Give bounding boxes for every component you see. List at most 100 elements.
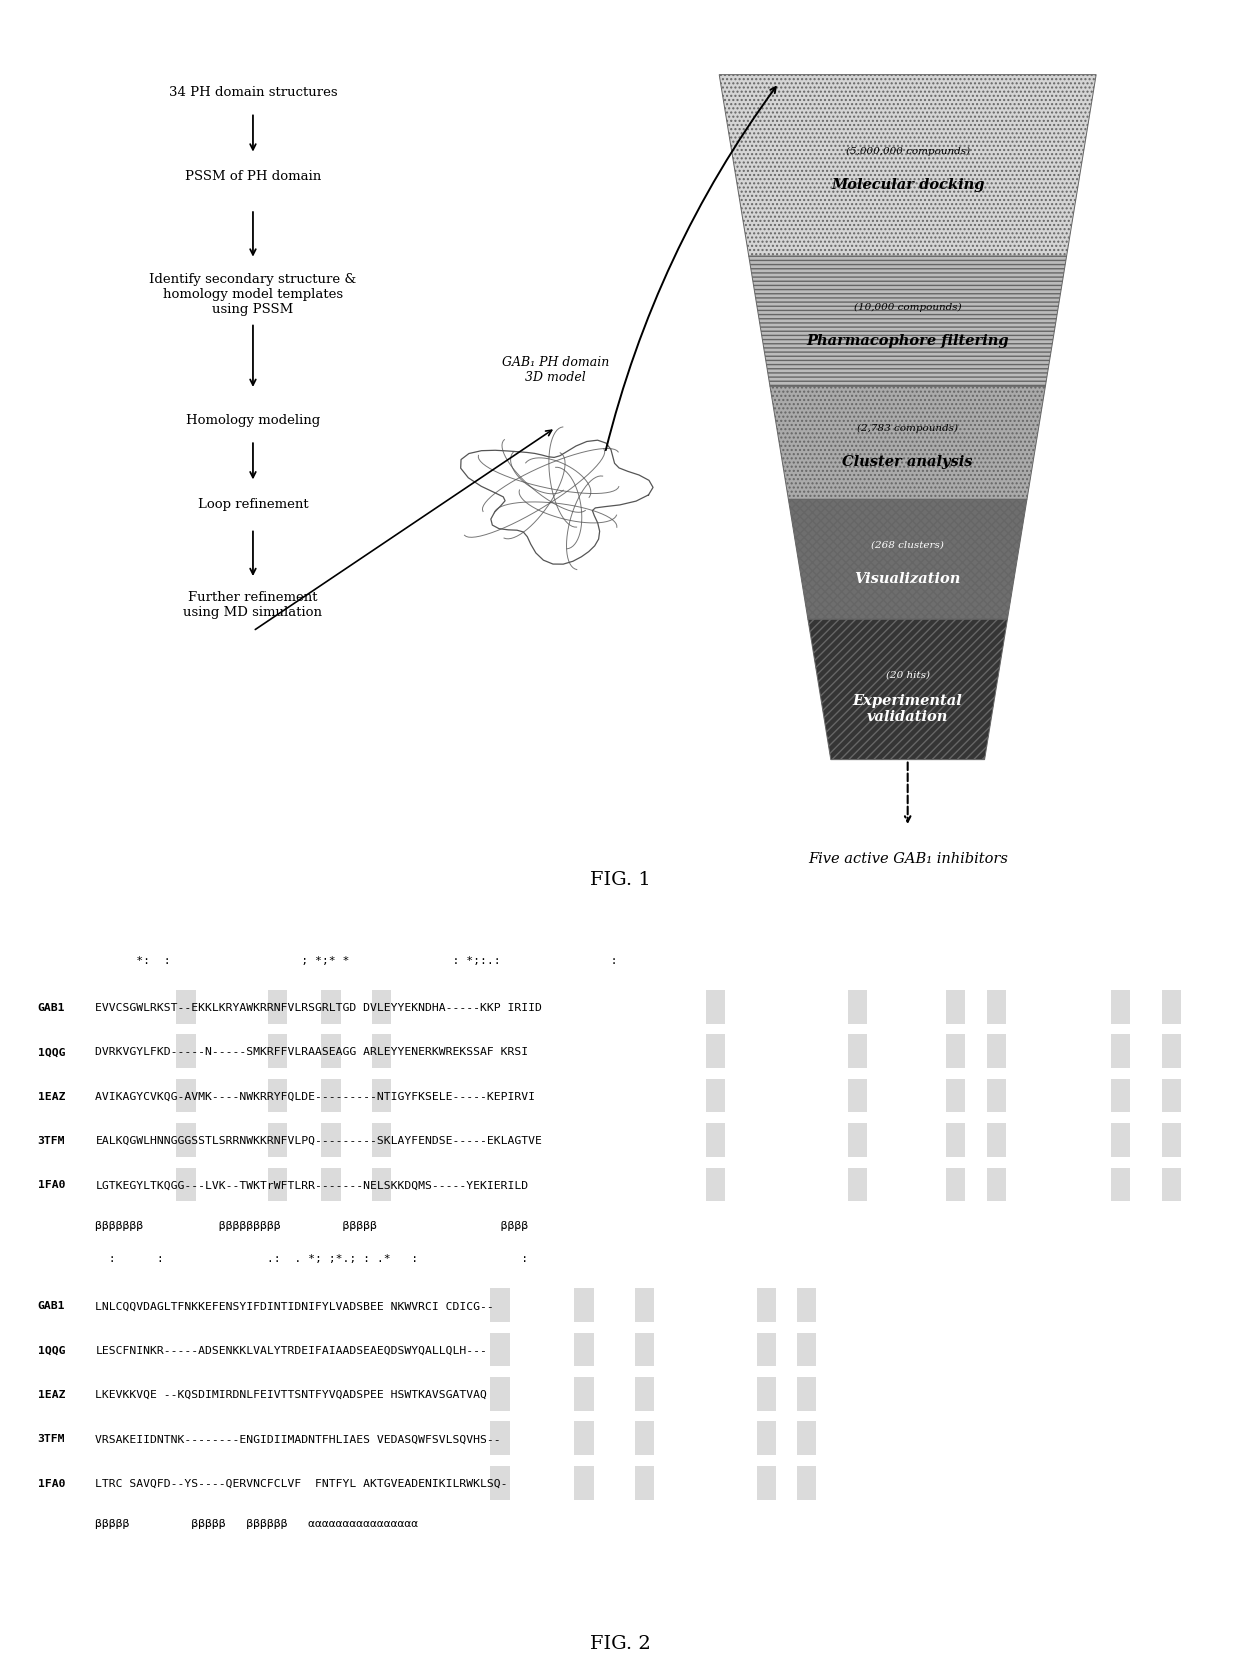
- Text: 1QQG: 1QQG: [37, 1344, 66, 1354]
- Text: LGTKEGYLTKQGG---LVK--TWKTrWFTLRR-------NELSKKDQMS-----YEKIERILD: LGTKEGYLTKQGG---LVK--TWKTrWFTLRR-------N…: [95, 1179, 528, 1189]
- FancyBboxPatch shape: [756, 1467, 776, 1500]
- FancyBboxPatch shape: [635, 1467, 655, 1500]
- Text: 1EAZ: 1EAZ: [37, 1090, 66, 1100]
- Polygon shape: [789, 501, 1027, 620]
- FancyBboxPatch shape: [176, 1079, 196, 1112]
- FancyBboxPatch shape: [946, 1124, 965, 1158]
- FancyBboxPatch shape: [574, 1378, 594, 1411]
- FancyBboxPatch shape: [987, 991, 1006, 1025]
- FancyBboxPatch shape: [321, 991, 341, 1025]
- FancyBboxPatch shape: [946, 1079, 965, 1112]
- FancyBboxPatch shape: [574, 1332, 594, 1366]
- Text: Molecular docking: Molecular docking: [831, 178, 985, 192]
- Text: GAB₁ PH domain
3D model: GAB₁ PH domain 3D model: [502, 356, 609, 383]
- FancyBboxPatch shape: [946, 1035, 965, 1068]
- FancyBboxPatch shape: [756, 1332, 776, 1366]
- Text: EVVCSGWLRKST--EKKLKRYAWKRRNFVLRSGRLTGD DVLEYYEKNDHA-----KKP IRIID: EVVCSGWLRKST--EKKLKRYAWKRRNFVLRSGRLTGD D…: [95, 1003, 542, 1013]
- FancyBboxPatch shape: [1162, 1079, 1180, 1112]
- Text: *:  :                   ; *;* *               : *;:.:                :: *: : ; *;* * : *;:.: :: [95, 954, 618, 964]
- FancyBboxPatch shape: [268, 1079, 286, 1112]
- FancyBboxPatch shape: [706, 991, 725, 1025]
- FancyBboxPatch shape: [1111, 1168, 1131, 1201]
- Text: LESCFNINKR-----ADSENKKLVALYTRDEIFAIAADSEAEQDSWYQALLQLH---: LESCFNINKR-----ADSENKKLVALYTRDEIFAIAADSE…: [95, 1344, 487, 1354]
- FancyBboxPatch shape: [176, 1035, 196, 1068]
- FancyBboxPatch shape: [321, 1168, 341, 1201]
- Text: PSSM of PH domain: PSSM of PH domain: [185, 170, 321, 183]
- Text: Loop refinement: Loop refinement: [197, 497, 309, 511]
- Text: FIG. 1: FIG. 1: [590, 870, 650, 889]
- Text: :      :               .:  . *; ;*.; : .*   :               :: : : .: . *; ;*.; : .* : :: [95, 1253, 528, 1263]
- FancyBboxPatch shape: [706, 1168, 725, 1201]
- FancyBboxPatch shape: [706, 1079, 725, 1112]
- FancyBboxPatch shape: [848, 1079, 867, 1112]
- FancyBboxPatch shape: [797, 1378, 816, 1411]
- FancyBboxPatch shape: [1162, 991, 1180, 1025]
- Text: Visualization: Visualization: [854, 571, 961, 585]
- FancyBboxPatch shape: [1162, 1168, 1180, 1201]
- FancyBboxPatch shape: [490, 1421, 510, 1455]
- FancyBboxPatch shape: [635, 1421, 655, 1455]
- Text: VRSAKEIIDNTNK--------ENGIDIIMADNTFHLIAES VEDASQWFSVLSQVHS--: VRSAKEIIDNTNK--------ENGIDIIMADNTFHLIAES…: [95, 1433, 501, 1443]
- FancyBboxPatch shape: [987, 1168, 1006, 1201]
- FancyBboxPatch shape: [1162, 1035, 1180, 1068]
- Text: (5,000,000 compounds): (5,000,000 compounds): [846, 146, 970, 156]
- FancyBboxPatch shape: [490, 1467, 510, 1500]
- Text: 1FA0: 1FA0: [37, 1179, 66, 1189]
- FancyBboxPatch shape: [268, 991, 286, 1025]
- Text: LKEVKKVQE --KQSDIMIRDNLFEIVTTSNTFYVQADSPEE HSWTKAVSGATVAQ: LKEVKKVQE --KQSDIMIRDNLFEIVTTSNTFYVQADSP…: [95, 1389, 487, 1399]
- Text: FIG. 2: FIG. 2: [590, 1633, 650, 1651]
- FancyBboxPatch shape: [1111, 1124, 1131, 1158]
- FancyBboxPatch shape: [635, 1289, 655, 1322]
- FancyBboxPatch shape: [268, 1124, 286, 1158]
- FancyBboxPatch shape: [372, 1079, 391, 1112]
- FancyBboxPatch shape: [848, 1124, 867, 1158]
- FancyBboxPatch shape: [797, 1289, 816, 1322]
- Text: GAB1: GAB1: [37, 1003, 66, 1013]
- FancyBboxPatch shape: [797, 1467, 816, 1500]
- FancyBboxPatch shape: [756, 1421, 776, 1455]
- Text: LNLCQQVDAGLTFNKKEFENSYIFDINTIDNIFYLVADSBEE NKWVRCI CDICG--: LNLCQQVDAGLTFNKKEFENSYIFDINTIDNIFYLVADSB…: [95, 1300, 495, 1310]
- Text: βββββββ           βββββββββ         βββββ                  ββββ: βββββββ βββββββββ βββββ ββββ: [95, 1220, 528, 1230]
- FancyBboxPatch shape: [490, 1289, 510, 1322]
- FancyBboxPatch shape: [987, 1079, 1006, 1112]
- FancyBboxPatch shape: [268, 1168, 286, 1201]
- FancyBboxPatch shape: [176, 991, 196, 1025]
- FancyBboxPatch shape: [176, 1168, 196, 1201]
- FancyBboxPatch shape: [756, 1289, 776, 1322]
- Text: (2,783 compounds): (2,783 compounds): [857, 423, 959, 433]
- FancyBboxPatch shape: [321, 1124, 341, 1158]
- Polygon shape: [808, 620, 1007, 759]
- Polygon shape: [719, 76, 1096, 257]
- FancyBboxPatch shape: [372, 1124, 391, 1158]
- FancyBboxPatch shape: [372, 1035, 391, 1068]
- FancyBboxPatch shape: [1162, 1124, 1180, 1158]
- FancyBboxPatch shape: [268, 1035, 286, 1068]
- Text: AVIKAGYCVKQG-AVMK----NWKRRYFQLDE---------NTIGYFKSELE-----KEPIRVI: AVIKAGYCVKQG-AVMK----NWKRRYFQLDE--------…: [95, 1090, 542, 1100]
- FancyBboxPatch shape: [706, 1035, 725, 1068]
- FancyBboxPatch shape: [635, 1332, 655, 1366]
- Text: Cluster analysis: Cluster analysis: [842, 455, 973, 469]
- Text: 1QQG: 1QQG: [37, 1047, 66, 1057]
- Text: Five active GAB₁ inhibitors: Five active GAB₁ inhibitors: [807, 852, 1008, 865]
- FancyBboxPatch shape: [372, 991, 391, 1025]
- FancyBboxPatch shape: [321, 1079, 341, 1112]
- FancyBboxPatch shape: [574, 1289, 594, 1322]
- FancyBboxPatch shape: [574, 1467, 594, 1500]
- Text: (10,000 compounds): (10,000 compounds): [854, 302, 961, 311]
- Text: (268 clusters): (268 clusters): [872, 541, 944, 549]
- Text: 3TFM: 3TFM: [37, 1136, 66, 1146]
- FancyBboxPatch shape: [987, 1035, 1006, 1068]
- FancyBboxPatch shape: [1111, 1079, 1131, 1112]
- Text: 1EAZ: 1EAZ: [37, 1389, 66, 1399]
- Text: Experimental
validation: Experimental validation: [853, 694, 962, 724]
- FancyBboxPatch shape: [848, 1168, 867, 1201]
- FancyBboxPatch shape: [490, 1378, 510, 1411]
- FancyBboxPatch shape: [797, 1332, 816, 1366]
- FancyBboxPatch shape: [1111, 991, 1131, 1025]
- FancyBboxPatch shape: [946, 991, 965, 1025]
- Text: 1FA0: 1FA0: [37, 1478, 66, 1488]
- FancyBboxPatch shape: [372, 1168, 391, 1201]
- FancyBboxPatch shape: [321, 1035, 341, 1068]
- Text: GAB1: GAB1: [37, 1300, 66, 1310]
- Text: LTRC SAVQFD--YS----QERVNCFCLVF  FNTFYL AKTGVEADENIKILRWKLSQ-: LTRC SAVQFD--YS----QERVNCFCLVF FNTFYL AK…: [95, 1478, 508, 1488]
